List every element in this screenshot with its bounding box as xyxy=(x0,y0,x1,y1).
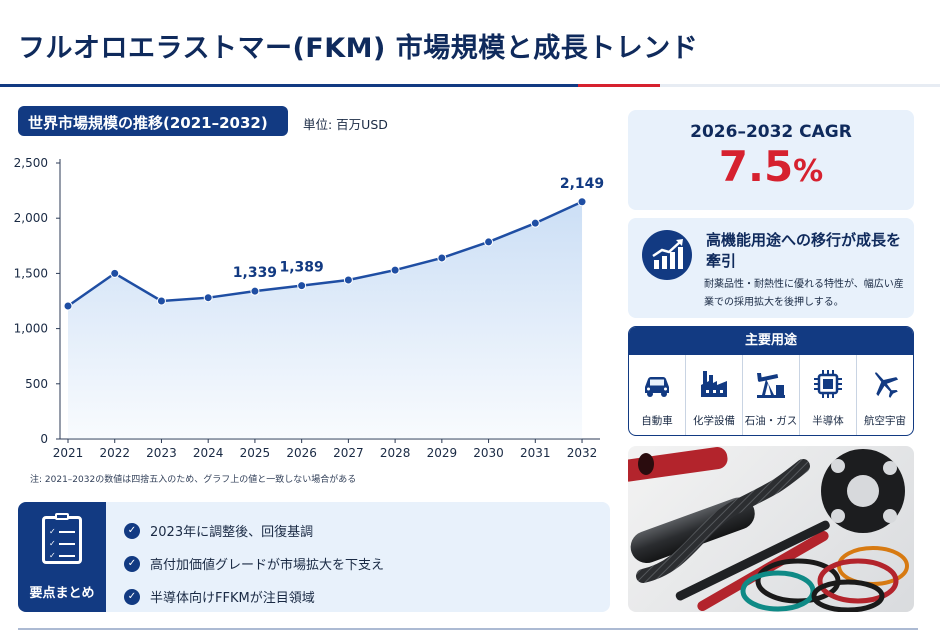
use-item-oil-gas: 石油・ガス xyxy=(743,355,800,435)
trend-description: 耐薬品性・耐熱性に優れる特性が、幅広い産業での採用拡大を後押しする。 xyxy=(704,279,904,308)
oil-pump-icon xyxy=(757,373,785,398)
data-label: 1,339 xyxy=(233,265,277,281)
series-area xyxy=(68,201,583,439)
y-tick-label: 0 xyxy=(40,432,48,446)
summary-item: ✓ 2023年に調整後、回復基調 xyxy=(124,514,384,547)
check-circle-icon: ✓ xyxy=(124,522,140,539)
unit-label: 単位: 百万USD xyxy=(303,117,388,132)
data-point xyxy=(484,237,494,247)
use-label: 自動車 xyxy=(641,415,673,427)
y-tick-label: 1,500 xyxy=(14,266,48,280)
chart-title-badge: 世界市場規模の推移(2021–2032) xyxy=(18,106,288,136)
title-underline xyxy=(0,84,940,87)
use-item-aerospace: 航空宇宙 xyxy=(857,355,913,435)
y-tick-label: 2,000 xyxy=(14,211,48,225)
check-circle-icon: ✓ xyxy=(124,555,140,572)
data-point xyxy=(390,265,400,275)
data-label: 1,389 xyxy=(280,260,324,276)
data-point xyxy=(250,286,260,296)
use-label: 半導体 xyxy=(812,415,844,427)
y-tick-label: 500 xyxy=(25,377,48,391)
uses-row: 自動車 化学設備 石油・ガス xyxy=(629,355,913,435)
trend-panel: 高機能用途への移行が成長を牽引 耐薬品性・耐熱性に優れる特性が、幅広い産業での採… xyxy=(628,218,914,318)
use-label: 石油・ガス xyxy=(744,415,798,427)
x-tick-label: 2021 xyxy=(53,446,84,460)
page-title: フルオロエラストマー(FKM) 市場規模と成長トレンド xyxy=(18,33,699,64)
series-line xyxy=(67,200,583,307)
car-icon xyxy=(645,377,669,397)
x-tick-label: 2032 xyxy=(567,446,598,460)
use-label: 航空宇宙 xyxy=(864,415,906,427)
cagr-number: 7.5 xyxy=(718,142,794,191)
y-tick-label: 1,000 xyxy=(14,322,48,336)
use-item-automotive: 自動車 xyxy=(629,355,686,435)
x-tick-label: 2031 xyxy=(520,446,551,460)
main-uses-panel: 主要用途 自動車 化学設備 xyxy=(628,326,914,436)
data-point xyxy=(203,293,213,303)
data-point xyxy=(156,296,166,306)
x-tick-label: 2029 xyxy=(427,446,458,460)
chart-note: 注: 2021–2032の数値は四捨五入のため、グラフ上の値と一致しない場合があ… xyxy=(30,475,357,485)
x-tick-label: 2024 xyxy=(193,446,224,460)
cagr-value: 7.5% xyxy=(628,142,914,197)
summary-panel: ✓ ✓ ✓ 要点まとめ ✓ 2023年に調整後、回復基調 ✓ 高付加価値グレード… xyxy=(18,502,610,612)
data-point xyxy=(63,301,73,311)
x-tick-label: 2023 xyxy=(146,446,177,460)
summary-list: ✓ 2023年に調整後、回復基調 ✓ 高付加価値グレードが市場拡大を下支え ✓ … xyxy=(124,514,384,612)
use-item-semiconductor: 半導体 xyxy=(800,355,857,435)
x-tick-label: 2025 xyxy=(240,446,271,460)
summary-item-text: 2023年に調整後、回復基調 xyxy=(150,525,314,540)
airplane-icon xyxy=(875,372,899,398)
use-item-chemical: 化学設備 xyxy=(686,355,743,435)
cagr-label: 2026–2032 CAGR xyxy=(690,122,852,142)
y-tick-label: 2,500 xyxy=(14,156,48,170)
x-tick-label: 2026 xyxy=(286,446,317,460)
summary-item: ✓ 半導体向けFFKMが注目領域 xyxy=(124,580,384,612)
data-point xyxy=(437,253,447,263)
summary-label: 要点まとめ xyxy=(29,586,95,601)
data-label: 2,149 xyxy=(560,176,604,192)
summary-item: ✓ 高付加価値グレードが市場拡大を下支え xyxy=(124,547,384,580)
summary-item-text: 半導体向けFFKMが注目領域 xyxy=(150,591,315,606)
check-circle-icon: ✓ xyxy=(124,588,140,605)
cagr-panel: 2026–2032 CAGR 7.5% xyxy=(628,110,914,210)
trend-title: 高機能用途への移行が成長を牽引 xyxy=(706,231,902,270)
data-point xyxy=(297,281,307,291)
x-tick-label: 2027 xyxy=(333,446,364,460)
market-size-chart: 0 500 1,000 1,500 2,000 2,500 2021 2022 2023 2024… xyxy=(14,156,605,460)
x-tick-label: 2022 xyxy=(99,446,130,460)
factory-icon xyxy=(701,371,727,397)
summary-side: ✓ ✓ ✓ 要点まとめ xyxy=(18,502,106,612)
x-tick-label: 2028 xyxy=(380,446,411,460)
cagr-unit: % xyxy=(793,154,824,189)
chip-icon xyxy=(814,370,842,398)
bottom-rule xyxy=(18,628,918,630)
summary-item-text: 高付加価値グレードが市場拡大を下支え xyxy=(150,558,385,573)
data-point xyxy=(110,268,120,278)
checklist-icon: ✓ ✓ ✓ xyxy=(42,513,82,564)
data-point xyxy=(530,218,540,228)
uses-title: 主要用途 xyxy=(629,327,913,355)
data-point xyxy=(343,275,353,285)
x-tick-label: 2030 xyxy=(473,446,504,460)
use-label: 化学設備 xyxy=(693,415,735,427)
data-point xyxy=(577,197,587,207)
growth-chart-icon xyxy=(642,230,692,280)
product-photo xyxy=(628,446,914,612)
